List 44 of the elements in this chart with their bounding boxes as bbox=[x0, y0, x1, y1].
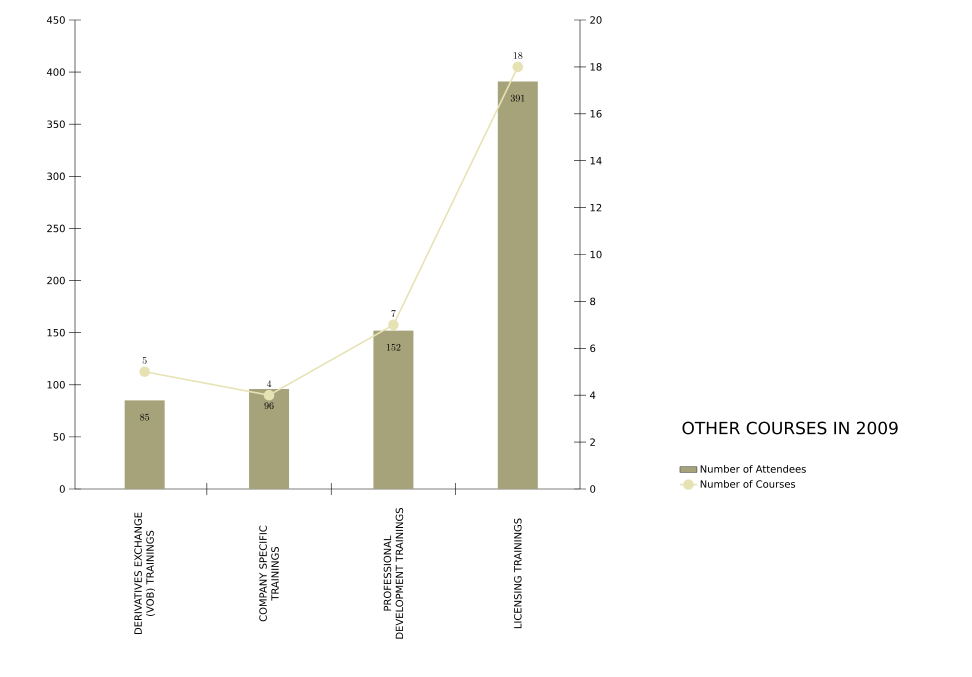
legend-label: Number of Courses bbox=[700, 480, 796, 488]
y-tick-label: 350 bbox=[47, 120, 65, 128]
x-tick-label: LICENSING TRAININGS bbox=[514, 518, 522, 628]
y-tick-label: 50 bbox=[54, 433, 65, 441]
data-label: 96 bbox=[264, 402, 274, 410]
y-tick-label: 450 bbox=[46, 16, 65, 24]
point bbox=[264, 390, 274, 400]
y-tick-label: 400 bbox=[46, 68, 65, 76]
x-tick-label: COMPANY SPECIFIC TRAININGS bbox=[259, 526, 279, 622]
bar bbox=[124, 400, 165, 489]
bar bbox=[373, 330, 414, 489]
bar bbox=[249, 388, 290, 489]
text: OTHER COURSES IN 2009 bbox=[682, 422, 898, 434]
y-tick-label: 250 bbox=[47, 224, 65, 232]
data-label: 152 bbox=[386, 344, 400, 351]
data-label: 18 bbox=[514, 52, 522, 59]
y2-tick-label: 10 bbox=[590, 250, 602, 258]
y-tick-label: 150 bbox=[48, 328, 65, 336]
data-label: 85 bbox=[140, 414, 150, 421]
x-tick-label: DERIVATIVES EXCHANGE (VOB) TRAININGS bbox=[134, 512, 155, 634]
data-label: 4 bbox=[266, 380, 272, 388]
y2-tick-label: 0 bbox=[590, 485, 596, 493]
y2-tick-label: 18 bbox=[590, 63, 602, 71]
x-tick-label: PROFESSIONAL DEVELOPMENT TRAININGS bbox=[384, 508, 404, 639]
data-label: 391 bbox=[510, 94, 524, 102]
y-tick-label: 300 bbox=[47, 172, 65, 180]
legend-label: Number of Attendees bbox=[700, 465, 806, 473]
data-label: 7 bbox=[392, 310, 396, 317]
point bbox=[388, 320, 399, 330]
y2-tick-label: 8 bbox=[590, 298, 596, 306]
y2-tick-label: 6 bbox=[590, 344, 596, 352]
y2-tick-label: 16 bbox=[590, 110, 602, 118]
y2-tick-label: 12 bbox=[590, 204, 602, 212]
y-tick-label: 0 bbox=[60, 485, 65, 493]
point bbox=[512, 62, 524, 72]
data-label: 5 bbox=[142, 356, 147, 364]
y-tick-label: 200 bbox=[47, 276, 65, 284]
point bbox=[139, 366, 150, 378]
y2-tick-label: 20 bbox=[590, 16, 602, 24]
y2-tick-label: 4 bbox=[590, 392, 596, 399]
y2-tick-label: 2 bbox=[590, 438, 595, 446]
y-tick-label: 100 bbox=[48, 380, 65, 389]
y2-tick-label: 14 bbox=[590, 157, 602, 164]
bar bbox=[498, 81, 538, 489]
